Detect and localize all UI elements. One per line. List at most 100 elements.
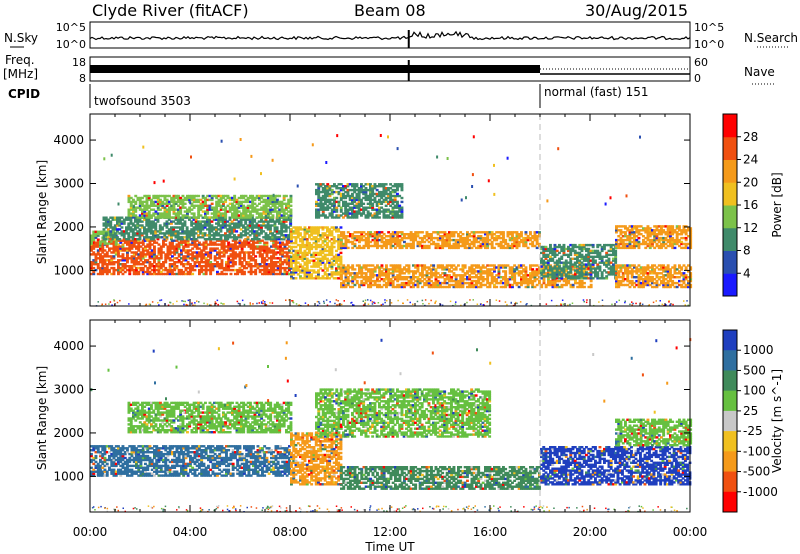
heatmap-cell <box>356 183 359 185</box>
heatmap-cell <box>583 282 586 284</box>
noise-tick-right-bottom: 10^0 <box>694 38 724 51</box>
freq-tick-bottom: 8 <box>79 72 86 85</box>
heatmap-cell <box>197 195 200 197</box>
heatmap-cell <box>235 230 238 232</box>
heatmap-cell <box>432 264 435 266</box>
heatmap-cell <box>495 286 498 288</box>
heatmap-cell <box>221 259 224 261</box>
heatmap-cell <box>527 247 530 249</box>
heatmap-cell <box>335 197 338 199</box>
heatmap-cell <box>401 207 404 209</box>
heatmap-cell <box>549 244 552 246</box>
heatmap-cell <box>276 226 279 228</box>
heatmap-cell <box>525 266 528 268</box>
heatmap-cell <box>278 195 281 197</box>
heatmap-cell <box>421 231 424 233</box>
heatmap-cell <box>266 242 269 244</box>
freq-unit-label: [MHz] <box>3 67 38 81</box>
heatmap-cell <box>290 209 293 211</box>
heatmap-cell <box>401 183 404 185</box>
heatmap-cell <box>225 273 228 275</box>
heatmap-cell <box>399 264 402 266</box>
freq-trace <box>90 60 690 81</box>
heatmap-cell <box>105 232 108 234</box>
heatmap-cell <box>243 271 246 273</box>
heatmap-cell <box>115 240 118 242</box>
cpid-segment-label: twofsound 3503 <box>94 94 191 108</box>
freq-tick-top: 18 <box>72 56 86 69</box>
heatmap-cell <box>193 212 196 214</box>
freq-label: Freq. <box>5 53 35 67</box>
heatmap-cell <box>504 239 507 241</box>
heatmap-cell <box>285 195 288 197</box>
nsky-label: N.Sky <box>4 31 38 45</box>
heatmap-cell <box>251 214 254 216</box>
heatmap-cell <box>118 238 121 240</box>
nave-label: Nave <box>744 65 775 79</box>
heatmap-cell <box>153 245 156 247</box>
heatmap-cell <box>502 231 505 233</box>
heatmap-cell <box>401 201 404 203</box>
heatmap-cell <box>191 273 194 275</box>
heatmap-cell <box>563 244 566 246</box>
heatmap-cell <box>464 264 467 266</box>
beam-title: Beam 08 <box>354 1 426 20</box>
heatmap-cell <box>211 203 214 205</box>
heatmap-cell <box>229 217 232 219</box>
noise-trace <box>90 30 690 48</box>
heatmap-cell <box>176 265 179 267</box>
heatmap-cell <box>396 201 399 203</box>
heatmap-cell <box>362 203 365 205</box>
heatmap-cell <box>493 247 496 249</box>
heatmap-cell <box>351 264 354 266</box>
heatmap-cell <box>254 255 257 257</box>
heatmap-cell <box>230 273 233 275</box>
cpid-label: CPID <box>8 87 40 101</box>
heatmap-cell <box>525 231 528 233</box>
heatmap-cell <box>333 236 336 238</box>
heatmap-cell <box>457 264 460 266</box>
noise-tick-right-top: 10^5 <box>694 21 724 34</box>
heatmap-cell <box>347 247 350 249</box>
date-title: 30/Aug/2015 <box>585 1 688 20</box>
station-title: Clyde River (fitACF) <box>92 1 249 20</box>
heatmap-cell <box>381 264 384 266</box>
heatmap-cell <box>342 231 345 233</box>
heatmap-cell <box>340 226 343 228</box>
heatmap-cell <box>385 264 388 266</box>
heatmap-cell <box>356 280 359 282</box>
nave-tick-bottom: 0 <box>694 72 701 85</box>
heatmap-cell <box>529 231 532 233</box>
noise-panel-frame <box>90 22 690 48</box>
heatmap-cell <box>401 197 404 199</box>
noise-line <box>90 32 690 40</box>
heatmap-cell <box>272 214 275 216</box>
heatmap-cell <box>148 195 151 197</box>
noise-tick-left-top: 10^5 <box>56 21 86 34</box>
heatmap-cell <box>538 231 541 233</box>
heatmap-cell <box>520 231 523 233</box>
heatmap-cell <box>340 256 343 258</box>
heatmap-cell <box>504 270 507 272</box>
heatmap-cell <box>130 217 133 219</box>
heatmap-cell <box>122 253 125 255</box>
heatmap-cell <box>254 259 257 261</box>
heatmap-cell <box>337 234 340 236</box>
heatmap-cell <box>354 243 357 245</box>
heatmap-cell <box>258 238 261 240</box>
heatmap-cell <box>583 286 586 288</box>
heatmap-cell <box>188 216 191 218</box>
heatmap-cell <box>234 261 237 263</box>
heatmap-cell <box>194 269 197 271</box>
heatmap-cell <box>340 252 343 254</box>
heatmap-cell <box>184 203 187 205</box>
freq-band <box>90 65 540 73</box>
heatmap-cell <box>299 232 302 234</box>
heatmap-cell <box>378 216 381 218</box>
heatmap-cell <box>184 220 187 222</box>
heatmap-cell <box>290 195 293 197</box>
heatmap-cell <box>333 246 336 248</box>
